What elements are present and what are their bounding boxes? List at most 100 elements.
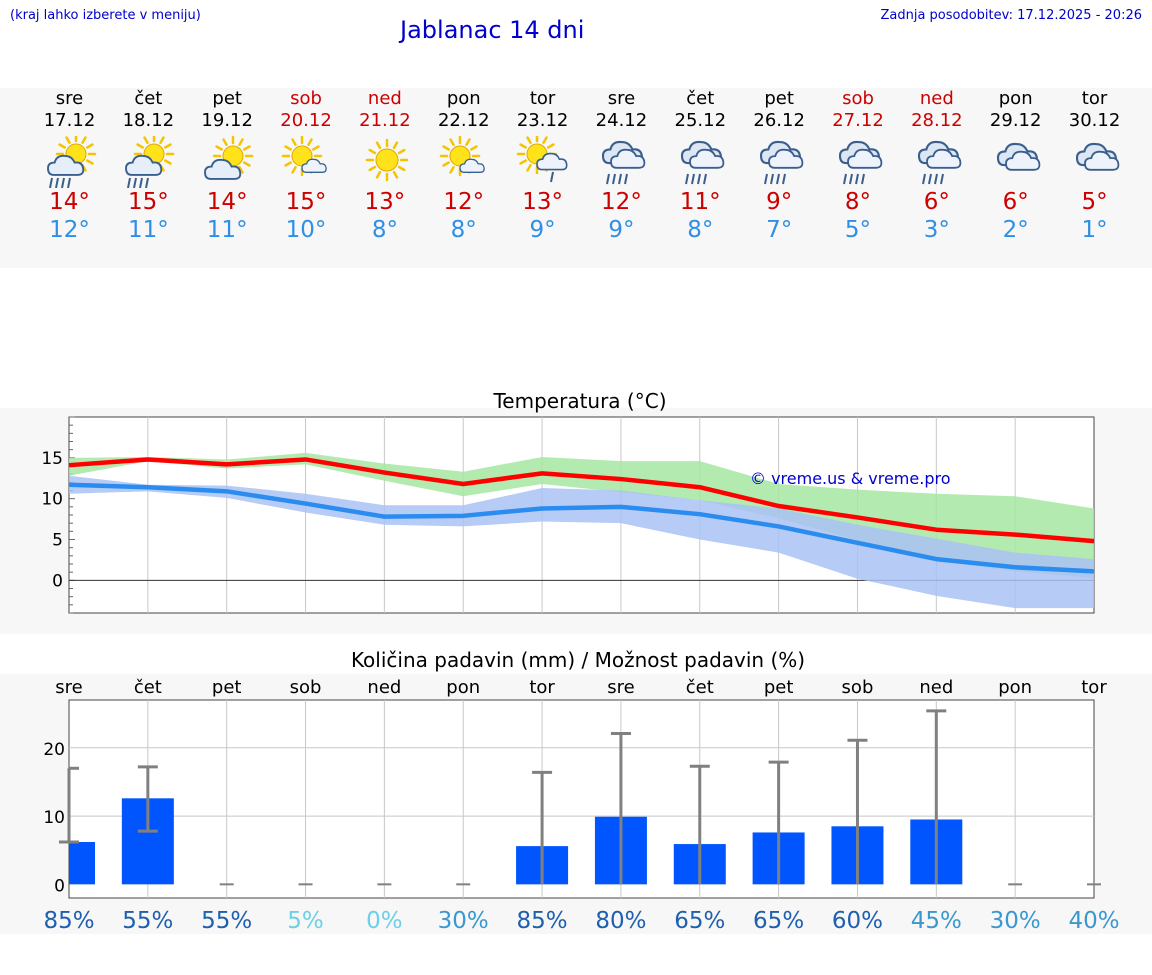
day-date: 17.12 xyxy=(43,110,96,131)
x-day-label: ned xyxy=(367,677,401,698)
sun-cloud-rain-icon xyxy=(109,136,188,188)
day-name: sre xyxy=(55,88,84,109)
y-tick-label: 20 xyxy=(43,740,65,760)
temp-max: 15° xyxy=(285,189,327,215)
precip-probability: 60% xyxy=(832,908,883,934)
temp-min: 9° xyxy=(608,217,635,243)
sun-small-cloud-icon xyxy=(424,136,503,188)
chart-title: Temperatura (°C) xyxy=(492,389,666,413)
temp-max: 5° xyxy=(1081,189,1108,215)
y-tick-label: 10 xyxy=(41,490,63,510)
temperature-panel: Temperatura (°C) 0 5 10 15 © vreme.us & vreme… xyxy=(0,368,1152,634)
day-name: sob xyxy=(842,88,874,109)
day-column: sre 17.12 14° 12° xyxy=(30,88,109,244)
temp-min: 7° xyxy=(766,217,793,243)
temp-min: 8° xyxy=(371,217,398,243)
x-day-label: sob xyxy=(290,677,322,698)
day-date: 25.12 xyxy=(674,110,727,131)
page-title: Jablanac 14 dni xyxy=(400,16,585,44)
temp-max: 8° xyxy=(844,189,872,215)
day-date: 18.12 xyxy=(122,110,175,131)
temp-min: 11° xyxy=(206,217,248,243)
day-column: tor 23.12 13° 9° xyxy=(503,88,582,244)
temp-min: 11° xyxy=(127,217,169,243)
x-day-label: čet xyxy=(134,677,162,698)
day-name: pet xyxy=(212,88,242,109)
temp-min: 8° xyxy=(450,217,477,243)
temp-min: 1° xyxy=(1081,217,1108,243)
day-column: pet 19.12 14° 11° xyxy=(188,88,267,244)
x-day-label: pon xyxy=(998,677,1032,698)
day-name: pet xyxy=(764,88,794,109)
day-name: tor xyxy=(529,88,556,109)
temp-max: 12° xyxy=(601,189,642,215)
precip-probability: 65% xyxy=(753,908,804,934)
temp-max: 14° xyxy=(206,189,248,215)
x-day-label: ned xyxy=(919,677,953,698)
precip-probability: 55% xyxy=(122,908,173,934)
cloud-rain-icon xyxy=(897,136,976,188)
day-column: pon 22.12 12° 8° xyxy=(424,88,503,244)
cloud-rain-icon xyxy=(819,136,898,188)
watermark: © vreme.us & vreme.pro xyxy=(750,469,951,488)
location-hint: (kraj lahko izberete v meniju) xyxy=(10,8,201,23)
y-tick-label: 0 xyxy=(52,571,63,591)
x-day-label: pet xyxy=(764,677,794,698)
precip-probability: 85% xyxy=(517,908,568,934)
y-tick-label: 5 xyxy=(52,531,63,551)
day-column: sob 20.12 15° 10° xyxy=(267,88,346,244)
x-day-label: sob xyxy=(842,677,874,698)
day-column: ned 21.12 13° 8° xyxy=(345,88,424,244)
day-column: sre 24.12 12° 9° xyxy=(582,88,661,244)
max-temp-line xyxy=(68,457,1095,544)
day-date: 27.12 xyxy=(832,110,884,131)
day-column: pon 29.12 6° 2° xyxy=(976,88,1055,244)
x-day-label: tor xyxy=(529,677,555,698)
precip-probability: 5% xyxy=(287,908,324,934)
day-column: pet 26.12 9° 7° xyxy=(740,88,819,244)
cloud-rain-icon xyxy=(740,136,819,188)
temperature-chart: Temperatura (°C) 0 5 10 15 © vreme.us & vreme… xyxy=(0,368,1152,614)
day-name: sob xyxy=(290,88,322,109)
temp-min: 8° xyxy=(687,217,714,243)
sun-small-cloud-icon xyxy=(267,136,346,188)
day-column: ned 28.12 6° 3° xyxy=(897,88,976,244)
day-date: 22.12 xyxy=(437,110,490,131)
x-day-label: pon xyxy=(446,677,480,698)
precipitation-chart: Količina padavin (mm) / Možnost padavin … xyxy=(0,642,1152,934)
min-temp-line xyxy=(68,482,1095,574)
temp-min: 10° xyxy=(285,217,327,243)
x-day-label: tor xyxy=(1081,677,1107,698)
temp-max: 15° xyxy=(127,189,169,215)
temp-max: 12° xyxy=(443,189,485,215)
day-name: ned xyxy=(919,88,954,109)
x-day-label: sre xyxy=(607,677,634,698)
x-day-label: pet xyxy=(212,677,242,698)
day-date: 23.12 xyxy=(516,110,569,131)
sun-cloud-rain-icon xyxy=(30,136,109,188)
day-date: 19.12 xyxy=(201,110,253,131)
day-date: 26.12 xyxy=(753,110,805,131)
temp-max: 9° xyxy=(766,189,793,215)
temp-min: 2° xyxy=(1002,217,1029,243)
day-date: 20.12 xyxy=(280,110,332,131)
temp-max: 13° xyxy=(522,189,563,215)
day-name: sre xyxy=(607,88,636,109)
day-column: čet 25.12 11° 8° xyxy=(661,88,740,244)
temp-min: 5° xyxy=(844,217,872,243)
cloud-rain-icon xyxy=(661,136,740,188)
temp-max: 13° xyxy=(364,189,406,215)
x-day-label: sre xyxy=(55,677,82,698)
sun-icon xyxy=(345,136,424,188)
cloud-icon xyxy=(976,136,1055,188)
temp-max: 6° xyxy=(1002,189,1029,215)
y-tick-label: 0 xyxy=(54,876,65,896)
x-day-label: čet xyxy=(686,677,714,698)
precip-probability: 30% xyxy=(990,908,1041,934)
temp-min: 3° xyxy=(923,217,950,243)
precip-probability: 85% xyxy=(43,908,94,934)
day-name: pon xyxy=(446,88,481,109)
day-date: 30.12 xyxy=(1068,110,1121,131)
precip-probability: 0% xyxy=(366,908,403,934)
day-name: čet xyxy=(686,88,715,109)
